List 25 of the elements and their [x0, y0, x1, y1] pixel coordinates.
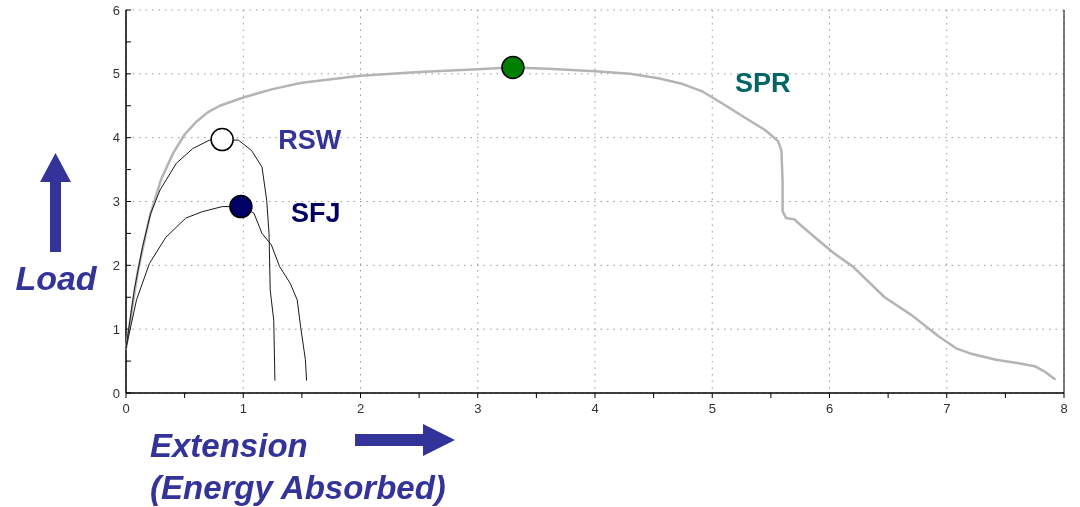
x-tick-label: 2 [356, 401, 365, 416]
x-tick-label: 3 [474, 401, 482, 416]
x-tick-label: 1 [239, 401, 247, 416]
x-tick-label: 4 [591, 401, 599, 416]
y-tick-label: 5 [112, 66, 120, 82]
point [501, 55, 525, 80]
x-axis-title: Extension (Energy Absorbed) [150, 427, 446, 506]
point [210, 127, 234, 152]
y-tick-label: 4 [112, 130, 120, 146]
point [229, 194, 253, 219]
x-tick-label: 0 [122, 401, 130, 416]
y-tick-label: 3 [112, 194, 120, 210]
y-tick-label: 2 [112, 257, 120, 273]
text: SPR [734, 67, 791, 98]
series-label: RSW [278, 125, 342, 156]
y-tick-label: 1 [112, 321, 120, 337]
x-tick-label: 7 [943, 401, 951, 416]
y-tick-label: 0 [112, 385, 120, 401]
y-axis-title: Load [15, 258, 98, 297]
x-tick-label: 5 [708, 401, 716, 416]
series-label: SFJ [290, 198, 341, 229]
line-series [124, 66, 1056, 381]
x-tick-label: 8 [1060, 401, 1068, 416]
y-tick-label: 6 [112, 2, 120, 18]
x-tick-label: 6 [825, 401, 834, 416]
